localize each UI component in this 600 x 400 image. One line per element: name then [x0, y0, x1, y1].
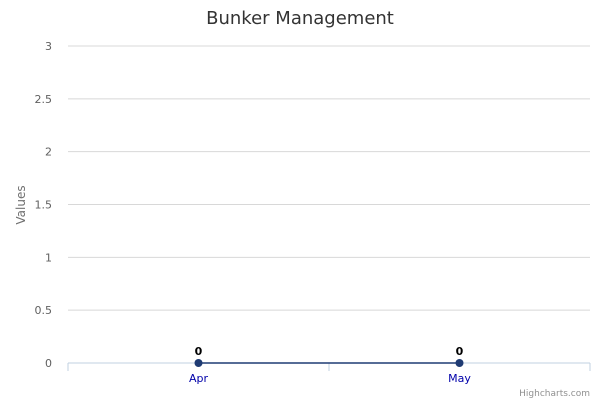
y-tick-label: 3 — [45, 40, 52, 53]
x-axis-ticks: Apr May — [67, 363, 591, 385]
grid-lines — [68, 45, 590, 311]
chart-title: Bunker Management — [206, 8, 394, 29]
data-label: 0 — [195, 345, 203, 358]
data-point[interactable] — [455, 359, 464, 367]
y-tick-label: 0.5 — [35, 304, 53, 317]
y-tick-label: 1.5 — [35, 199, 53, 212]
y-tick-label: 0 — [45, 357, 52, 370]
data-point[interactable] — [194, 359, 203, 367]
y-tick-label: 2.5 — [35, 93, 53, 106]
y-tick-label: 1 — [45, 251, 52, 264]
y-axis-label: Values — [14, 185, 28, 224]
data-label: 0 — [456, 345, 464, 358]
x-tick-label: Apr — [189, 372, 209, 385]
y-axis-ticks: 0 0.5 1 1.5 2 2.5 3 — [35, 40, 53, 370]
series-group — [194, 359, 464, 367]
y-tick-label: 2 — [45, 146, 52, 159]
x-tick-label: May — [448, 372, 471, 385]
credits-link[interactable]: Highcharts.com — [519, 389, 590, 399]
